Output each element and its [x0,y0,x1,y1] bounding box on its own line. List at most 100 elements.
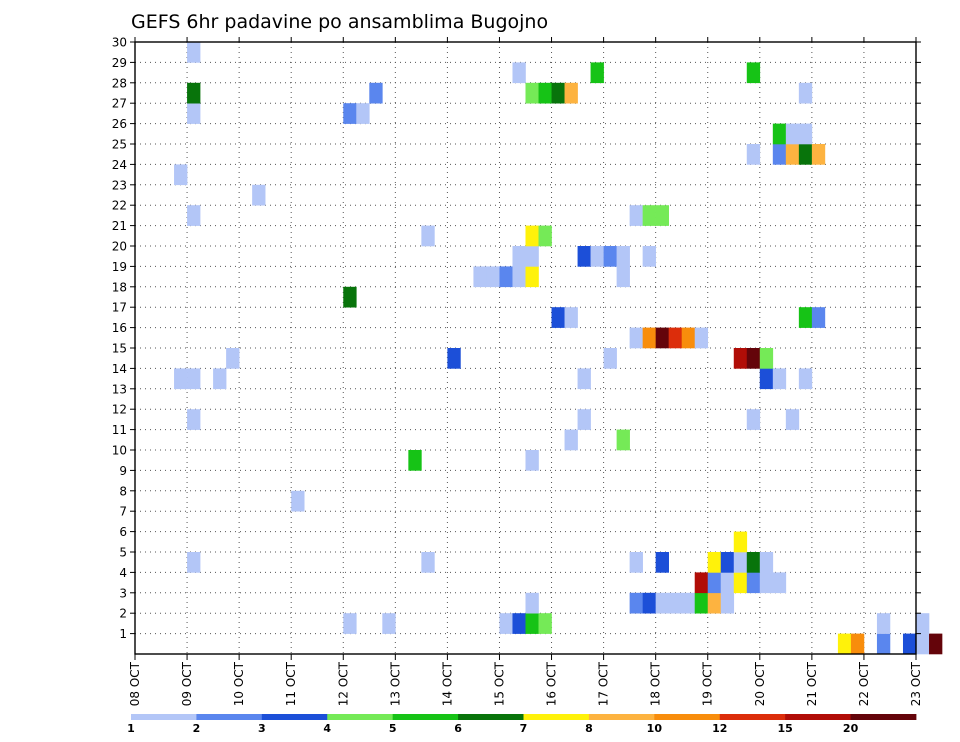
heatmap-cell [629,327,643,349]
colorbar-label: 5 [389,722,397,735]
heatmap-cell [564,429,578,451]
heatmap-cell [694,592,709,614]
x-tick-label: 12 OCT [336,661,350,706]
colorbar-segment [588,714,655,720]
y-tick-label: 9 [119,464,127,478]
heatmap-cell [759,572,774,594]
x-tick-label: 18 OCT [649,661,663,706]
colorbar-label: 4 [323,722,331,735]
heatmap-cell [525,225,539,247]
y-tick-label: 17 [112,301,127,315]
heatmap-cell [499,266,513,288]
x-tick-label: 11 OCT [284,661,298,706]
x-tick-label: 21 OCT [805,661,819,706]
heatmap-cell [746,572,761,594]
heatmap-cell [525,613,539,634]
heatmap-cell [629,592,643,614]
heatmap-cell [486,266,500,288]
heatmap-cell [525,246,539,267]
heatmap-cell [642,246,656,267]
heatmap-cell [772,144,787,165]
heatmap-cell [642,327,656,349]
heatmap-cell [525,266,539,288]
y-tick-label: 20 [112,240,127,254]
heatmap-cell [421,225,435,247]
heatmap-cell [929,633,943,655]
heatmap-cell [655,552,669,573]
heatmap-cell [902,633,917,655]
heatmap-cell [343,103,357,124]
colorbar-label: 1 [127,722,135,735]
heatmap-cell [772,368,787,390]
y-tick-label: 19 [112,260,127,274]
heatmap-cell [798,368,813,390]
heatmap-cell [707,572,722,594]
heatmap-cell [733,348,748,369]
heatmap-cell [512,62,526,84]
y-tick-label: 28 [112,76,127,90]
heatmap-cell [772,123,787,145]
heatmap-cell [564,82,578,104]
heatmap-cell [733,552,748,573]
heatmap-cell [525,82,539,104]
heatmap-cell [512,266,526,288]
heatmap-cell [916,633,930,655]
y-tick-label: 23 [112,178,127,192]
colorbar-segment [785,714,851,720]
colorbar-segment [327,714,394,720]
y-tick-label: 3 [119,586,127,600]
colorbar-label: 6 [454,722,462,735]
colorbar-label: 7 [520,722,528,735]
x-tick-label: 13 OCT [388,661,402,706]
heatmap-cell [551,82,565,104]
heatmap-cell [746,62,761,84]
x-tick-label: 19 OCT [701,661,715,706]
heatmap-cell [616,246,630,267]
heatmap-cell [876,633,891,655]
heatmap-cell [603,348,617,369]
heatmap-cell [564,307,578,328]
colorbar-segment [392,714,459,720]
x-tick-label: 16 OCT [545,661,559,706]
heatmap-cell [759,552,774,573]
heatmap-cell [759,348,774,369]
heatmap-cell [512,246,526,267]
heatmap-cell [655,205,669,226]
y-tick-label: 25 [112,138,127,152]
heatmap-cell [343,613,357,634]
axes: 1234567891011121314151617181920212223242… [112,36,923,707]
y-tick-label: 26 [112,117,127,131]
heatmap-cell [746,409,761,430]
heatmap-cell [512,613,526,634]
heatmap-cells [174,42,943,655]
colorbar-segment [196,714,263,720]
heatmap-cell [473,266,487,288]
heatmap-cell [538,613,552,634]
heatmap-cell [187,205,201,226]
colorbar-label: 20 [843,722,859,735]
heatmap-cell [785,144,800,165]
heatmap-cell [916,613,930,634]
heatmap-cell [252,184,266,206]
x-tick-label: 15 OCT [492,661,506,706]
y-tick-label: 7 [119,505,127,519]
heatmap-cell [538,82,552,104]
colorbar-label: 15 [778,722,793,735]
heatmap-cell [187,552,201,573]
y-tick-label: 30 [112,36,127,50]
heatmap-cell [499,613,513,634]
heatmap-cell [798,82,813,104]
y-tick-label: 13 [112,382,127,396]
heatmap-cell [759,368,774,390]
heatmap-cell [213,368,227,390]
heatmap-cell [408,450,422,471]
y-tick-label: 6 [119,525,127,539]
heatmap-cell [616,266,630,288]
heatmap-cell [226,348,240,369]
heatmap-cell [356,103,370,124]
heatmap-cell [187,409,201,430]
y-tick-label: 2 [119,607,127,621]
heatmap-cell [811,307,826,328]
colorbar-segment [850,714,917,720]
heatmap-cell [681,592,696,614]
